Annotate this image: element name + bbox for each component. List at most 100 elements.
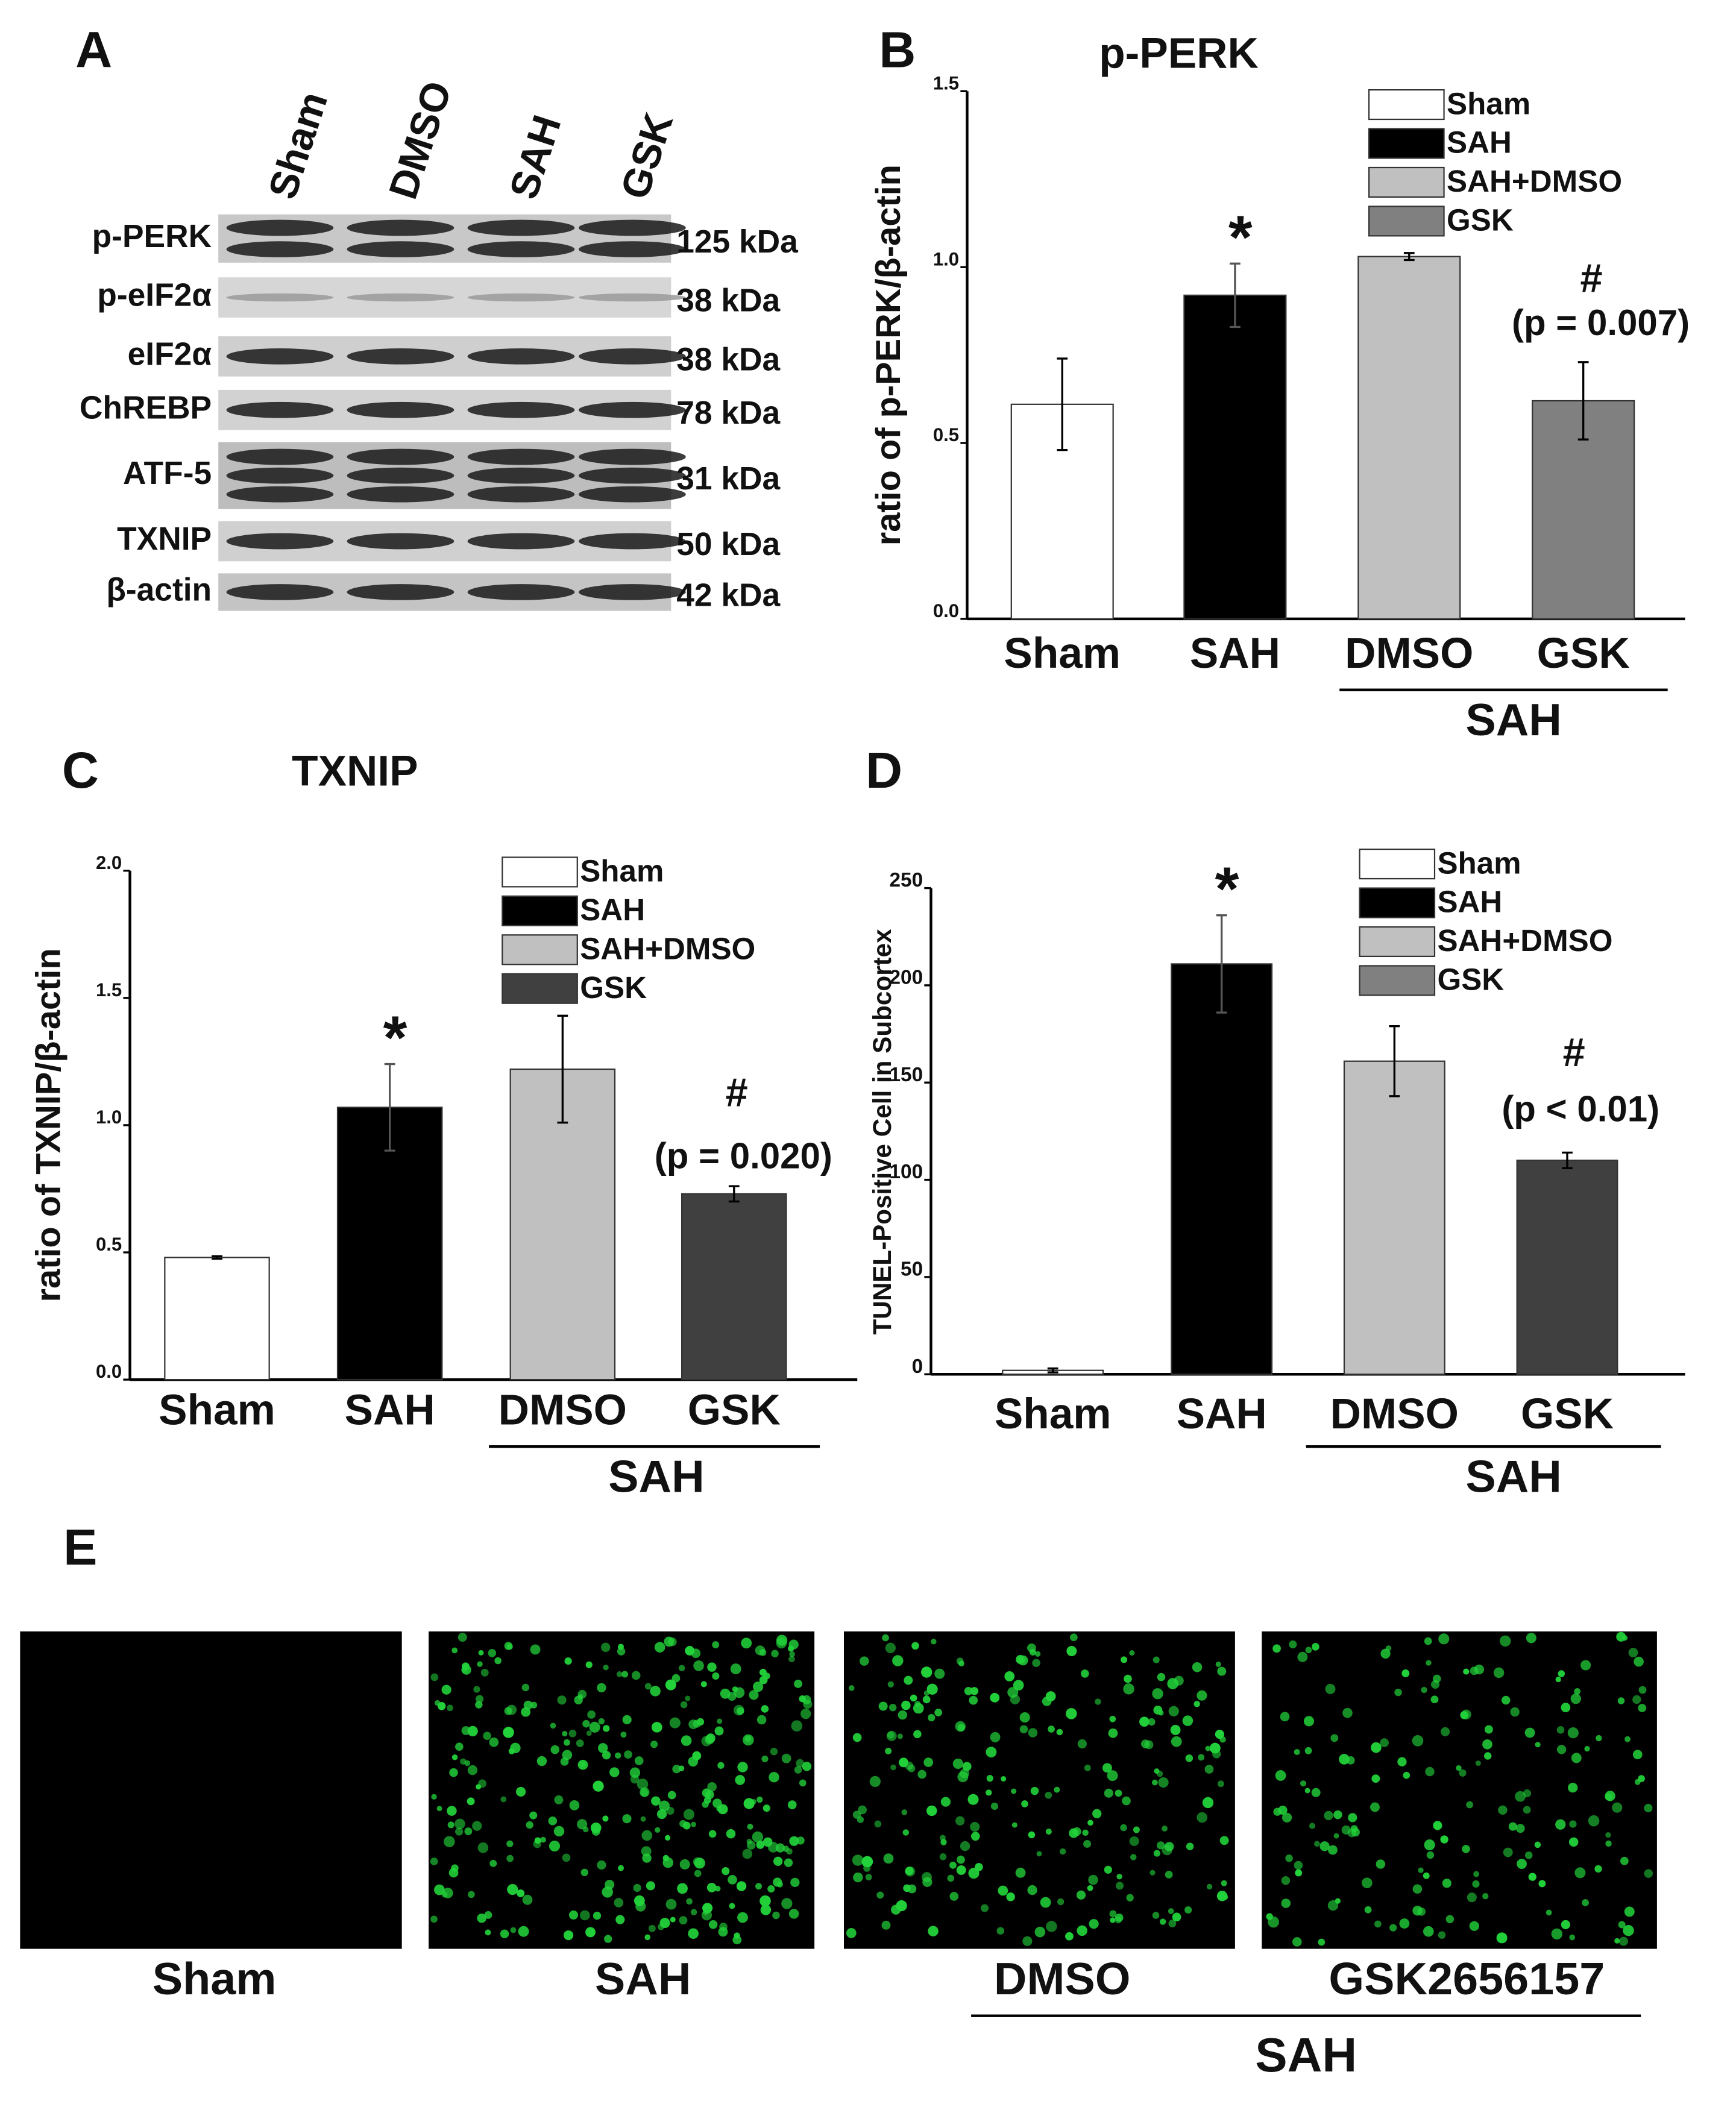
tunel-cell — [1426, 1851, 1435, 1859]
tunel-cell — [776, 1638, 787, 1649]
tunel-cell — [858, 1805, 867, 1815]
tunel-cell — [1546, 1909, 1552, 1916]
tunel-cell — [887, 1681, 894, 1688]
tunel-cell — [1371, 1774, 1380, 1783]
tunel-cell — [1438, 1931, 1446, 1939]
tunel-cell — [735, 1775, 746, 1785]
tunel-cell — [1292, 1937, 1302, 1947]
tunel-cell — [990, 1692, 1000, 1703]
tunel-cell — [1019, 1725, 1028, 1733]
tunel-cell — [1432, 1674, 1441, 1683]
tunel-cell — [1399, 1918, 1410, 1929]
tunel-cell — [769, 1772, 779, 1783]
tunel-cell — [1426, 1660, 1432, 1666]
tunel-cell — [1081, 1669, 1089, 1678]
tunel-cell — [890, 1764, 896, 1771]
tunel-cell — [789, 1836, 799, 1846]
x-tick-label: GSK — [688, 1386, 781, 1434]
tunel-cell — [526, 1821, 533, 1829]
tunel-cell — [624, 1750, 632, 1759]
blot-band — [347, 533, 454, 550]
tunel-cell — [902, 1829, 910, 1836]
tunel-cell — [1011, 1822, 1017, 1828]
tunel-cell — [1574, 1688, 1581, 1695]
tunel-cell — [957, 1855, 965, 1864]
error-bar — [1562, 1151, 1573, 1169]
tunel-cell — [1158, 1777, 1169, 1788]
tunel-cell — [1526, 1633, 1536, 1644]
legend-swatch — [1359, 926, 1436, 958]
tunel-cell — [928, 1713, 936, 1722]
tunel-cell — [883, 1853, 894, 1864]
tunel-cell — [602, 1751, 611, 1760]
size-label: 38 kDa — [676, 342, 780, 377]
tunel-cell — [781, 1753, 791, 1763]
tunel-cell — [447, 1704, 453, 1712]
tunel-cell — [1523, 1789, 1532, 1798]
tunel-cell — [1380, 1738, 1389, 1747]
tunel-cell — [593, 1780, 604, 1792]
tunel-cell — [1029, 1649, 1036, 1656]
blot-band — [467, 241, 575, 257]
tunel-cell — [473, 1686, 480, 1693]
tunel-cell — [1104, 1788, 1113, 1798]
tunel-cell — [791, 1720, 803, 1732]
tunel-cell — [637, 1779, 649, 1790]
blot-band — [226, 584, 334, 600]
legend-label: SAH+DMSO — [580, 932, 755, 966]
tunel-cell — [622, 1814, 632, 1824]
tunel-cell — [788, 1656, 795, 1663]
blot-band — [226, 219, 334, 236]
blot-band — [347, 293, 454, 302]
tunel-cell — [931, 1639, 937, 1645]
tunel-cell — [1484, 1725, 1493, 1734]
tunel-cell — [444, 1836, 455, 1847]
tunel-cell — [969, 1695, 978, 1705]
tunel-cell — [1300, 1780, 1307, 1787]
tunel-cell — [1442, 1879, 1451, 1888]
tunel-cell — [861, 1856, 873, 1868]
tunel-cell — [967, 1794, 979, 1805]
tunel-cell — [1154, 1768, 1160, 1774]
blot-band — [467, 533, 575, 550]
size-label: 38 kDa — [676, 283, 780, 319]
tunel-cell — [1567, 1727, 1579, 1739]
tunel-cell — [568, 1910, 579, 1920]
tunel-cell — [718, 1927, 728, 1937]
tunel-cell — [794, 1766, 802, 1774]
blot-band — [347, 448, 454, 465]
tunel-cell — [693, 1857, 702, 1867]
tunel-cell — [468, 1891, 475, 1898]
tunel-cell — [728, 1875, 737, 1885]
blot-band — [226, 486, 334, 503]
tunel-cell — [616, 1671, 623, 1677]
tunel-cell — [1582, 1899, 1589, 1906]
tunel-cell — [917, 1769, 926, 1779]
tunel-cell — [664, 1835, 671, 1841]
tunel-cell — [790, 1877, 800, 1888]
tunel-cell — [488, 1649, 497, 1657]
tunel-cell — [1168, 1920, 1177, 1927]
tunel-cell — [1441, 1727, 1450, 1736]
blot-band — [226, 401, 334, 418]
tunel-cell — [733, 1704, 744, 1716]
tunel-cell — [1028, 1728, 1038, 1738]
tunel-cell — [1272, 1644, 1281, 1653]
tunel-cell — [1499, 1635, 1511, 1647]
tunel-cell — [800, 1708, 811, 1719]
tunel-cell — [1605, 1840, 1612, 1847]
significance-star: * — [1215, 854, 1239, 923]
protein-label: ChREBP — [80, 390, 212, 425]
bar — [1183, 294, 1287, 620]
tunel-cell — [1496, 1932, 1508, 1944]
tunel-cell — [1517, 1859, 1527, 1869]
tunel-cell — [679, 1916, 688, 1925]
tunel-cell — [1558, 1670, 1565, 1677]
tunel-cell — [770, 1747, 778, 1756]
tunel-cell — [655, 1827, 661, 1833]
tunel-cell — [582, 1719, 590, 1728]
blot-band — [579, 467, 686, 484]
tunel-cell — [617, 1647, 626, 1656]
tunel-cell — [1046, 1921, 1057, 1932]
